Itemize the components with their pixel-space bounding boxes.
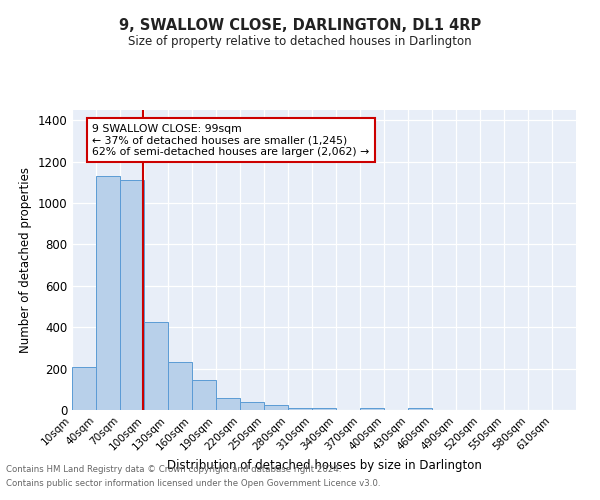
Bar <box>360 408 384 410</box>
Bar <box>120 180 144 410</box>
Bar <box>72 366 96 410</box>
Text: 9 SWALLOW CLOSE: 99sqm
← 37% of detached houses are smaller (1,245)
62% of semi-: 9 SWALLOW CLOSE: 99sqm ← 37% of detached… <box>92 124 370 156</box>
Bar <box>408 408 432 410</box>
Bar <box>216 398 240 410</box>
X-axis label: Distribution of detached houses by size in Darlington: Distribution of detached houses by size … <box>167 458 481 471</box>
Text: 9, SWALLOW CLOSE, DARLINGTON, DL1 4RP: 9, SWALLOW CLOSE, DARLINGTON, DL1 4RP <box>119 18 481 32</box>
Bar <box>96 176 120 410</box>
Text: Contains HM Land Registry data © Crown copyright and database right 2024.: Contains HM Land Registry data © Crown c… <box>6 466 341 474</box>
Bar <box>144 322 168 410</box>
Bar <box>288 408 312 410</box>
Text: Contains public sector information licensed under the Open Government Licence v3: Contains public sector information licen… <box>6 479 380 488</box>
Bar <box>192 380 216 410</box>
Bar <box>264 406 288 410</box>
Y-axis label: Number of detached properties: Number of detached properties <box>19 167 32 353</box>
Bar <box>168 362 192 410</box>
Text: Size of property relative to detached houses in Darlington: Size of property relative to detached ho… <box>128 35 472 48</box>
Bar <box>312 408 336 410</box>
Bar <box>240 402 264 410</box>
